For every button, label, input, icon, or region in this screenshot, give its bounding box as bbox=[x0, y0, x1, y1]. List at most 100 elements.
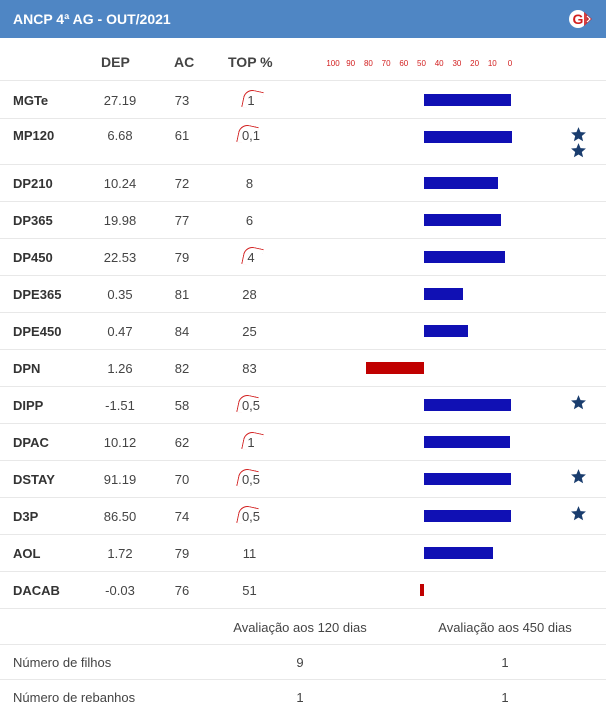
table-row[interactable]: DPE450 0.47 84 25 bbox=[0, 313, 606, 350]
summary-row: Número de filhos 9 1 bbox=[0, 645, 606, 680]
row-ac-value: 72 bbox=[174, 176, 190, 191]
star-icon bbox=[571, 127, 586, 142]
scale-label: 80 bbox=[363, 59, 373, 68]
column-header-top: TOP % bbox=[228, 54, 273, 70]
summary-value-120-days: 9 bbox=[296, 655, 304, 670]
row-trait-name: DPE450 bbox=[13, 324, 62, 339]
row-trait-name: DACAB bbox=[13, 583, 60, 598]
table-row[interactable]: DP450 22.53 79 4 bbox=[0, 239, 606, 276]
table-row[interactable]: DIPP -1.51 58 0,5 bbox=[0, 387, 606, 424]
row-trait-name: DPAC bbox=[13, 435, 49, 450]
row-dep-value: 86.50 bbox=[103, 509, 137, 524]
summary-value-450-days: 1 bbox=[501, 690, 509, 705]
row-top-percent-value: 1 bbox=[244, 93, 254, 108]
row-top-percent: 0,5 bbox=[212, 472, 287, 487]
row-ac-value: 58 bbox=[174, 398, 190, 413]
row-dep-value: 0.35 bbox=[107, 287, 133, 302]
row-dep-value: 91.19 bbox=[103, 472, 137, 487]
row-percentile-bar bbox=[424, 436, 511, 448]
row-dep-value: 19.98 bbox=[103, 213, 137, 228]
scale-label: 50 bbox=[417, 59, 426, 68]
row-top-percent: 8 bbox=[212, 176, 287, 191]
row-trait-name: DIPP bbox=[13, 398, 44, 413]
row-trait-name: DPE365 bbox=[13, 287, 62, 302]
row-top-percent-value: 28 bbox=[242, 287, 257, 302]
scale-label: 10 bbox=[487, 59, 497, 68]
row-trait-name: DSTAY bbox=[13, 472, 55, 487]
row-percentile-bar bbox=[424, 473, 512, 485]
row-ac-value: 79 bbox=[174, 250, 190, 265]
table-row[interactable]: DPE365 0.35 81 28 bbox=[0, 276, 606, 313]
table-row[interactable]: DPAC 10.12 62 1 bbox=[0, 424, 606, 461]
row-ac-value: 70 bbox=[174, 472, 190, 487]
scale-label: 70 bbox=[381, 59, 391, 68]
row-ac-value: 61 bbox=[174, 128, 190, 143]
column-header-row: DEP AC TOP % 100 90 80 70 60 50 40 30 20 10 0 bbox=[0, 40, 606, 81]
row-top-percent-value: 6 bbox=[245, 213, 254, 228]
svg-text:G: G bbox=[573, 11, 584, 27]
row-percentile-bar bbox=[424, 251, 505, 263]
row-percentile-bar bbox=[424, 399, 512, 411]
table-row[interactable]: DACAB -0.03 76 51 bbox=[0, 572, 606, 609]
row-top-percent-value: 83 bbox=[242, 361, 257, 376]
row-ac-value: 79 bbox=[174, 546, 190, 561]
row-trait-name: DPN bbox=[13, 361, 41, 376]
summary-value-450-days: 1 bbox=[501, 655, 509, 670]
star-icon bbox=[571, 395, 586, 410]
row-dep-value: 0.47 bbox=[107, 324, 133, 339]
row-top-percent-value: 0,5 bbox=[239, 398, 260, 413]
table-row[interactable]: MP120 6.68 61 0,1 bbox=[0, 119, 606, 165]
row-ac-value: 77 bbox=[174, 213, 190, 228]
row-percentile-bar bbox=[424, 214, 502, 226]
table-row[interactable]: D3P 86.50 74 0,5 bbox=[0, 498, 606, 535]
row-ac-value: 84 bbox=[174, 324, 190, 339]
row-ac-value: 62 bbox=[174, 435, 190, 450]
row-dep-value: 10.12 bbox=[103, 435, 137, 450]
row-top-percent-value: 4 bbox=[244, 250, 254, 265]
row-top-percent: 28 bbox=[212, 287, 287, 302]
table-row[interactable]: AOL 1.72 79 11 bbox=[0, 535, 606, 572]
row-trait-name: MP120 bbox=[13, 128, 55, 143]
row-top-percent: 25 bbox=[212, 324, 287, 339]
summary-row-label: Número de filhos bbox=[13, 655, 112, 670]
table-row[interactable]: DP365 19.98 77 6 bbox=[0, 202, 606, 239]
row-ac-value: 76 bbox=[174, 583, 190, 598]
row-top-percent: 11 bbox=[212, 546, 287, 561]
row-top-percent: 51 bbox=[212, 583, 287, 598]
row-top-percent-value: 1 bbox=[244, 435, 254, 450]
row-trait-name: DP365 bbox=[13, 213, 53, 228]
row-percentile-bar bbox=[424, 510, 512, 522]
row-top-percent: 1 bbox=[212, 435, 287, 450]
scale-label: 90 bbox=[346, 59, 356, 68]
row-top-percent-value: 25 bbox=[242, 324, 257, 339]
scale-label: 0 bbox=[507, 59, 513, 68]
star-icon bbox=[571, 469, 586, 484]
star-icon bbox=[571, 506, 586, 521]
row-top-percent-value: 8 bbox=[245, 176, 254, 191]
row-top-percent: 0,5 bbox=[212, 398, 287, 413]
summary-column-120-days: Avaliação aos 120 dias bbox=[233, 620, 367, 635]
table-row[interactable]: MGTe 27.19 73 1 bbox=[0, 82, 606, 119]
row-trait-name: DP210 bbox=[13, 176, 53, 191]
scale-label: 100 bbox=[326, 59, 340, 68]
report-title: ANCP 4ª AG - OUT/2021 bbox=[13, 11, 171, 27]
summary-row: Número de rebanhos 1 1 bbox=[0, 680, 606, 710]
table-row[interactable]: DPN 1.26 82 83 bbox=[0, 350, 606, 387]
row-dep-value: -0.03 bbox=[105, 583, 135, 598]
row-ac-value: 74 bbox=[174, 509, 190, 524]
scale-label: 60 bbox=[399, 59, 409, 68]
g-logo-icon[interactable]: G bbox=[566, 7, 594, 31]
row-top-percent: 0,1 bbox=[212, 128, 287, 143]
row-ac-value: 73 bbox=[174, 93, 190, 108]
row-percentile-bar bbox=[365, 362, 424, 374]
row-percentile-bar bbox=[424, 131, 512, 143]
star-icon bbox=[571, 143, 586, 158]
row-percentile-bar bbox=[420, 584, 424, 596]
column-header-ac: AC bbox=[174, 54, 195, 70]
table-row[interactable]: DSTAY 91.19 70 0,5 bbox=[0, 461, 606, 498]
row-top-percent-value: 0,1 bbox=[239, 128, 260, 143]
row-percentile-bar bbox=[424, 547, 493, 559]
summary-header-row: Avaliação aos 120 dias Avaliação aos 450 … bbox=[0, 609, 606, 645]
table-row[interactable]: DP210 10.24 72 8 bbox=[0, 165, 606, 202]
row-trait-name: MGTe bbox=[13, 93, 49, 108]
